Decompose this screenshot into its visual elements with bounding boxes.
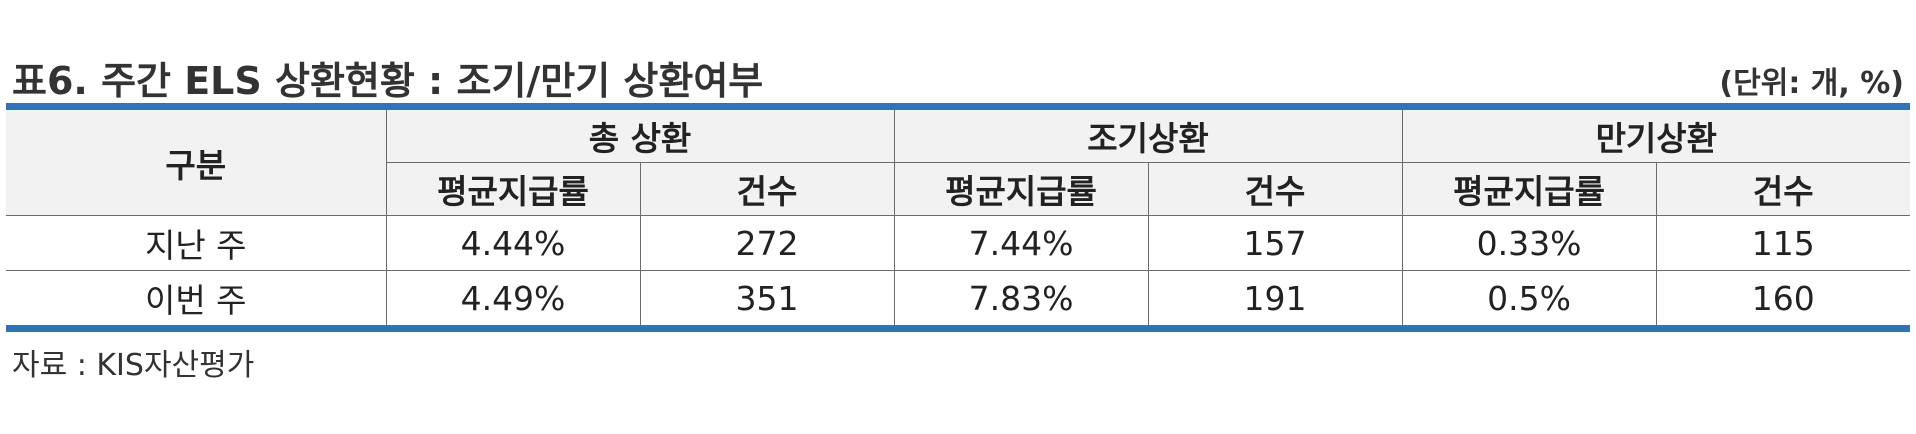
els-redemption-table: 구분 총 상환 조기상환 만기상환 평균지급률 건수 평균지급률 건수 평균지급… [6,103,1911,332]
sub-header-maturity-count: 건수 [1655,162,1911,216]
source-note: 자료 : KIS자산평가 [12,348,255,383]
table-row: 이번 주 4.49% 351 7.83% 191 0.5% 160 [6,270,1911,329]
table-cell: 0.5% [1401,270,1657,329]
group-header-maturity: 만기상환 [1401,106,1911,163]
row-label: 지난 주 [6,215,387,271]
els-redemption-table-wrap: 구분 총 상환 조기상환 만기상환 평균지급률 건수 평균지급률 건수 평균지급… [6,103,1911,332]
table-cell: 0.33% [1401,215,1657,271]
table-title-row: 표6. 주간 ELS 상환현황 : 조기/만기 상환여부 (단위: 개, %) [12,44,1904,103]
table-cell: 4.44% [385,215,641,271]
header-row-groups: 구분 총 상환 조기상환 만기상환 [6,106,1911,216]
row-label: 이번 주 [6,270,387,329]
table-cell: 157 [1147,215,1403,271]
table-cell: 272 [639,215,895,271]
header-row-sub: 평균지급률 건수 평균지급률 건수 평균지급률 건수 [6,162,1911,216]
table-cell: 7.83% [893,270,1149,329]
sub-header-total-rate: 평균지급률 [386,162,641,216]
table-title: 표6. 주간 ELS 상환현황 : 조기/만기 상환여부 [12,59,764,103]
table-cell: 7.44% [893,215,1149,271]
table-cell: 4.49% [385,270,641,329]
sub-header-maturity-rate: 평균지급률 [1401,162,1657,216]
table-row: 지난 주 4.44% 272 7.44% 157 0.33% 115 [6,215,1911,271]
table-cell: 191 [1147,270,1403,329]
sub-header-early-rate: 평균지급률 [893,162,1149,216]
sub-header-early-count: 건수 [1147,162,1403,216]
unit-note: (단위: 개, %) [1719,66,1904,101]
table-cell: 160 [1655,270,1911,329]
table-cell: 351 [639,270,895,329]
group-header-early: 조기상환 [893,106,1403,163]
table-cell: 115 [1655,215,1911,271]
category-header: 구분 [6,106,387,216]
group-header-total: 총 상환 [385,106,895,163]
sub-header-total-count: 건수 [639,162,895,216]
